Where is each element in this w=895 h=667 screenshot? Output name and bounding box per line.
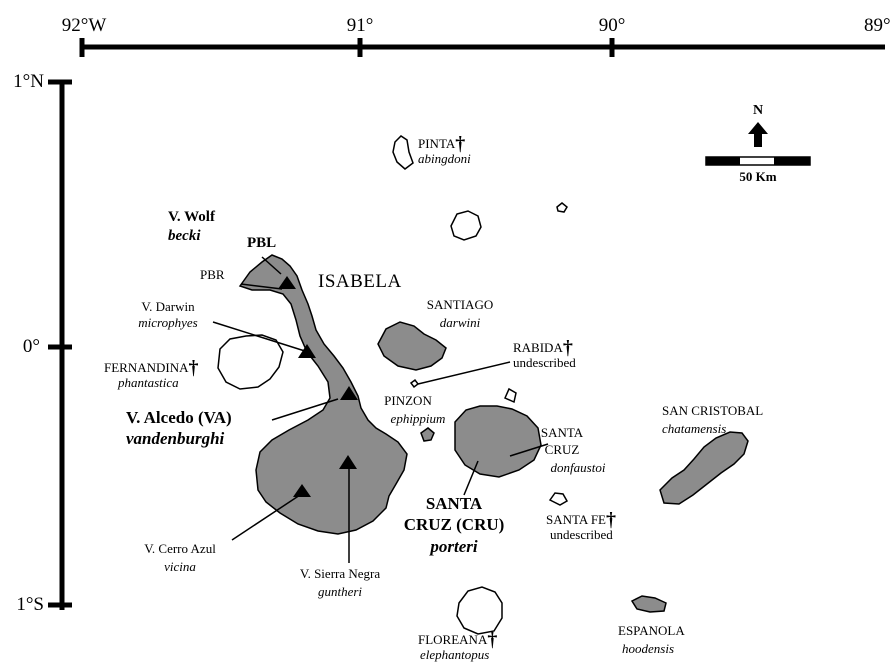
label-cruz: CRUZ <box>544 442 580 457</box>
label-v-cerro-azul: V. Cerro Azul <box>144 541 216 556</box>
label-cru-santa: SANTA <box>425 494 483 513</box>
extinct-icon: † <box>487 629 498 651</box>
label-donfaustoi: donfaustoi <box>550 460 606 475</box>
scale-label: 50 Km <box>739 169 777 184</box>
volcano-cerro-azul-marker <box>293 484 311 497</box>
label-abingdoni: abingdoni <box>418 151 471 166</box>
islands <box>217 135 749 635</box>
santiago-island <box>377 321 447 371</box>
label-ephippium: ephippium <box>390 411 446 426</box>
santa-cruz-island <box>454 405 542 478</box>
label-v-darwin: V. Darwin <box>141 299 195 314</box>
extinct-icon: † <box>562 337 573 359</box>
label-santa: SANTA <box>540 425 584 440</box>
north-label: N <box>752 103 764 118</box>
label-fernandina-text: FERNANDINA <box>104 360 189 375</box>
north-arrow-icon <box>748 122 768 147</box>
label-santa-fe: SANTA FE† <box>546 508 616 531</box>
pinzon-island <box>420 427 435 442</box>
label-v-sierra-negra: V. Sierra Negra <box>299 566 381 581</box>
marchena-island <box>450 210 482 241</box>
extinct-icon: † <box>188 357 199 379</box>
pinta-island <box>392 135 414 170</box>
label-v-alcedo: V. Alcedo (VA) <box>126 408 232 427</box>
left-axis <box>48 79 72 610</box>
label-fernandina: FERNANDINA† <box>104 356 199 379</box>
genovesa-island <box>556 202 568 213</box>
tick-92w: 92°W <box>61 15 107 36</box>
label-hoodensis: hoodensis <box>622 641 674 656</box>
volcano-wolf-marker <box>278 276 296 289</box>
label-pinta: PINTA† <box>418 132 466 155</box>
scale-bar <box>705 156 811 166</box>
label-v-wolf: V. Wolf <box>168 209 215 225</box>
santa-fe-island <box>548 492 569 506</box>
leader-lines <box>212 256 549 563</box>
label-santiago: SANTIAGO <box>426 297 494 312</box>
top-axis <box>79 38 885 57</box>
label-phantastica: phantastica <box>118 375 179 390</box>
tick-1n: 1°N <box>13 71 44 92</box>
label-isabela: ISABELA <box>318 271 402 292</box>
volcano-sierra-negra-marker <box>339 455 357 469</box>
label-becki: becki <box>168 228 201 244</box>
volcano-markers <box>278 276 358 497</box>
label-elephantopus: elephantopus <box>420 647 490 662</box>
label-espanola: ESPANOLA <box>618 623 685 638</box>
fernandina-island <box>217 334 284 390</box>
label-pinzon: PINZON <box>384 393 432 408</box>
san-cristobal-island <box>659 431 749 505</box>
label-vicina: vicina <box>164 559 196 574</box>
label-guntheri: guntheri <box>317 584 363 599</box>
volcano-alcedo-marker <box>340 386 358 400</box>
label-vandenburghi: vandenburghi <box>126 429 225 448</box>
label-floreana: FLOREANA† <box>418 628 498 651</box>
label-santa-fe-undescribed: undescribed <box>550 527 613 542</box>
label-pbr: PBR <box>200 267 225 282</box>
label-santa-fe-text: SANTA FE <box>546 512 606 527</box>
extinct-icon: † <box>455 133 466 155</box>
label-pbl: PBL <box>247 235 277 251</box>
espanola-island <box>630 595 667 613</box>
tick-89: 89° <box>864 15 891 36</box>
label-rabida: RABIDA† <box>513 336 573 359</box>
isabela-island <box>238 254 408 535</box>
label-floreana-text: FLOREANA <box>418 632 488 647</box>
label-porteri: porteri <box>430 537 478 556</box>
baltra-island <box>504 387 517 404</box>
tick-90: 90° <box>598 15 626 36</box>
extinct-icon: † <box>606 509 616 531</box>
label-pinta-text: PINTA <box>418 136 456 151</box>
label-rabida-text: RABIDA <box>513 340 563 355</box>
label-san-cristobal: SAN CRISTOBAL <box>662 403 764 418</box>
rabida-island <box>409 378 420 389</box>
floreana-island <box>456 586 503 635</box>
label-microphyes: microphyes <box>138 315 198 330</box>
label-chatamensis: chatamensis <box>662 421 727 436</box>
tick-1s: 1°S <box>16 594 44 615</box>
tick-0: 0° <box>22 336 40 357</box>
tick-91: 91° <box>346 15 374 36</box>
label-cru-cruz: CRUZ (CRU) <box>403 515 505 534</box>
label-darwini: darwini <box>439 315 481 330</box>
label-rabida-undescribed: undescribed <box>513 355 576 370</box>
